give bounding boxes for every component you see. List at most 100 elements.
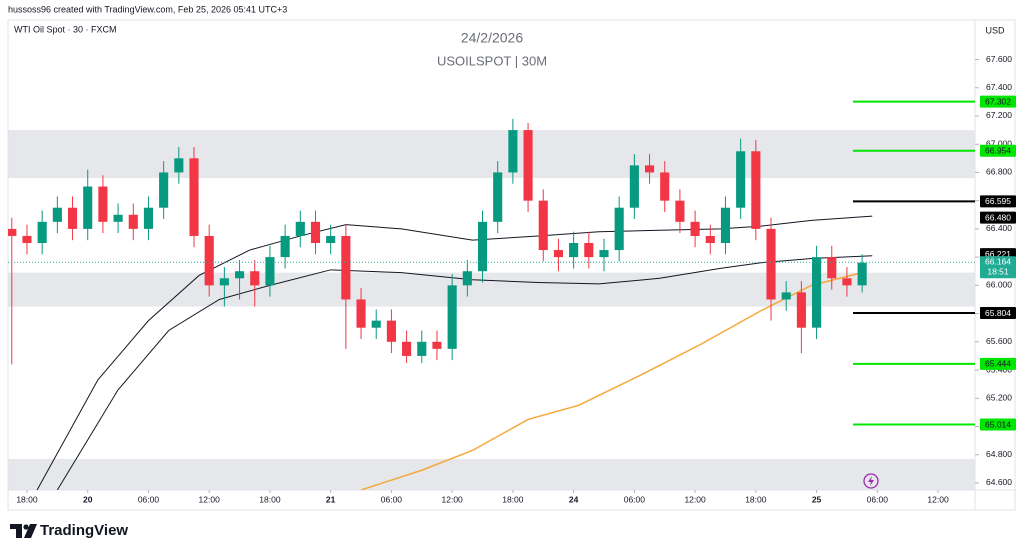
- candle: [614, 196, 624, 262]
- candle: [812, 245, 822, 339]
- level-tag: [980, 95, 1016, 108]
- last-price-tag: [980, 256, 1016, 279]
- candle: [660, 161, 670, 212]
- candle-body: [37, 221, 47, 244]
- candle: [67, 196, 78, 241]
- x-tick-label: 12:00: [442, 494, 464, 504]
- candle: [219, 266, 229, 307]
- level-tag: [980, 211, 1016, 224]
- y-tick-label: 67.600: [986, 54, 1012, 64]
- candle-body: [827, 257, 837, 279]
- candle: [751, 139, 761, 241]
- candle-body: [599, 250, 609, 258]
- candle-body: [614, 207, 624, 251]
- candle-body: [432, 341, 442, 349]
- candle-body: [796, 292, 806, 328]
- candle-body: [736, 151, 746, 208]
- candle: [569, 231, 579, 269]
- candle-body: [128, 214, 138, 229]
- candle-body: [341, 235, 351, 300]
- candle-body: [67, 207, 78, 229]
- level-tag: [980, 357, 1016, 370]
- candle-body: [83, 186, 93, 229]
- candle-body: [189, 158, 199, 236]
- x-tick-label: 12:00: [927, 494, 949, 504]
- candle: [113, 203, 123, 234]
- candle: [250, 259, 260, 307]
- y-tick-label: 65.600: [986, 336, 1012, 346]
- candle-body: [569, 243, 579, 258]
- level-label: 65.444: [985, 359, 1011, 369]
- x-tick-label: 06:00: [138, 494, 160, 504]
- candle-body: [675, 200, 685, 222]
- x-tick-label: 24: [569, 494, 579, 504]
- level-label: 65.804: [985, 308, 1011, 318]
- candle: [98, 175, 108, 234]
- y-tick-label: 67.000: [986, 138, 1012, 148]
- x-tick-label: 06:00: [381, 494, 403, 504]
- candle-body: [371, 320, 381, 328]
- candle: [584, 231, 594, 269]
- level-label: 65.014: [985, 419, 1011, 429]
- y-tick-label: 67.200: [986, 110, 1012, 120]
- candle: [8, 217, 17, 365]
- y-tick-label: 66.000: [986, 280, 1012, 290]
- candle-body: [538, 200, 548, 251]
- zone: [8, 458, 975, 490]
- symbol: WTI Oil Spot · 30 · FXCM: [14, 24, 117, 34]
- candle: [796, 281, 806, 354]
- candle-body: [477, 221, 488, 272]
- candle: [417, 330, 427, 363]
- level-label: 66.480: [985, 212, 1011, 222]
- candle: [720, 196, 731, 255]
- level-tag: [980, 307, 1016, 320]
- y-tick-label: 66.800: [986, 167, 1012, 177]
- candle: [341, 224, 351, 349]
- candle-body: [386, 320, 396, 342]
- candle: [644, 154, 655, 184]
- x-tick-label: 12:00: [199, 494, 221, 504]
- candle: [493, 161, 503, 234]
- candle-body: [857, 262, 867, 286]
- candle-body: [174, 158, 184, 173]
- alert-icon: [863, 473, 879, 489]
- candle-body: [584, 243, 594, 258]
- x-tick-label: 06:00: [867, 494, 889, 504]
- candle-body: [204, 235, 214, 286]
- candle: [538, 189, 548, 262]
- candle-body: [326, 235, 336, 244]
- candle-body: [508, 130, 518, 173]
- level-tag: [980, 195, 1016, 208]
- candle: [690, 210, 700, 248]
- x-tick-label: 20: [83, 494, 93, 504]
- brand: TradingView: [40, 522, 128, 539]
- candle: [159, 161, 169, 220]
- last-price-label: 66.164: [985, 256, 1011, 266]
- currency: USD: [985, 25, 1005, 35]
- brand-logo: [10, 524, 37, 538]
- candle-body: [280, 235, 290, 258]
- countdown: 18:51: [987, 266, 1009, 276]
- candle-body: [553, 250, 563, 258]
- candle: [432, 330, 442, 361]
- candle: [310, 210, 321, 255]
- candle: [386, 309, 396, 354]
- candle: [766, 217, 776, 321]
- candle: [37, 210, 47, 255]
- candle-body: [295, 221, 305, 236]
- credit: hussoss96 created with TradingView.com, …: [8, 4, 287, 14]
- candle-body: [705, 235, 715, 244]
- candle: [705, 224, 715, 255]
- candle: [174, 147, 184, 184]
- candle: [462, 259, 472, 297]
- candle-body: [159, 172, 169, 208]
- candle: [235, 259, 245, 300]
- x-tick-label: 06:00: [624, 494, 646, 504]
- candle-body: [629, 165, 639, 208]
- x-tick-label: 25: [812, 494, 822, 504]
- candle: [371, 309, 381, 339]
- y-tick-label: 65.200: [986, 393, 1012, 403]
- y-tick-label: 64.600: [986, 477, 1012, 487]
- candle: [265, 245, 275, 297]
- candle-body: [310, 221, 321, 244]
